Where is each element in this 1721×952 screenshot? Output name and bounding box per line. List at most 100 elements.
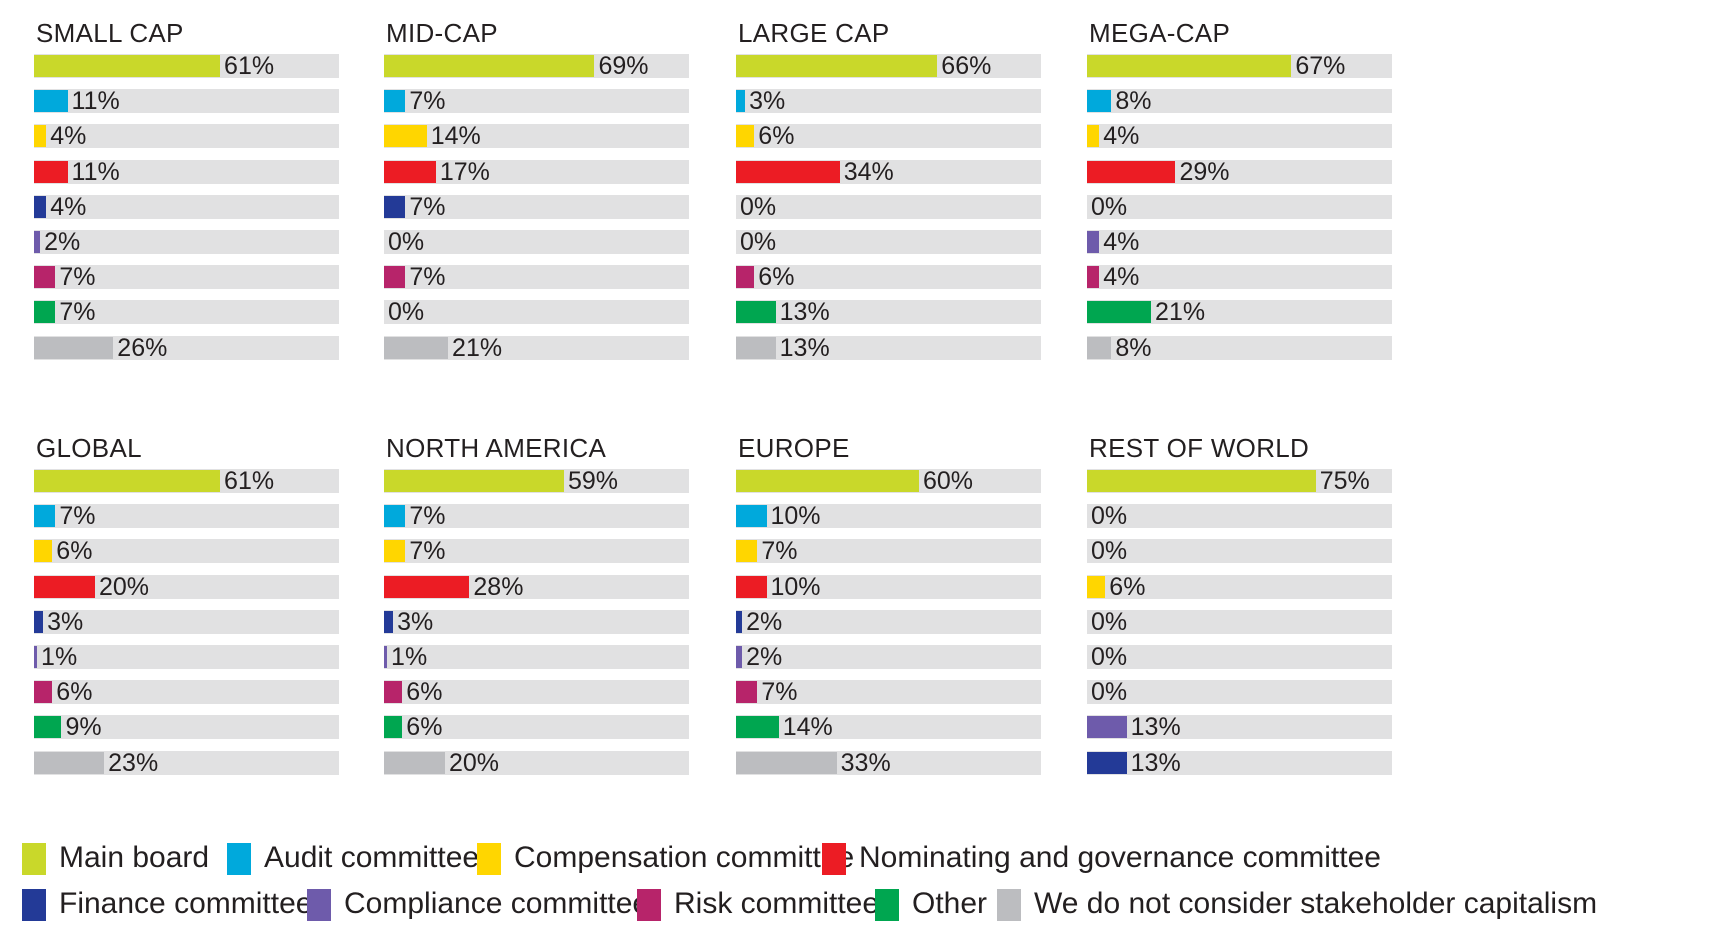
- bar-row: 7%: [34, 502, 339, 531]
- data-label: 11%: [71, 157, 120, 186]
- bar: [1087, 301, 1152, 324]
- bar-row: 4%: [1087, 122, 1392, 151]
- bar-track: [736, 504, 1041, 529]
- bar: [1087, 160, 1176, 183]
- data-label: 61%: [224, 467, 275, 495]
- data-label: 6%: [56, 678, 93, 707]
- bar: [736, 751, 837, 774]
- bar-track: [736, 300, 1041, 325]
- bar-track: [34, 124, 339, 149]
- data-label: 4%: [50, 122, 87, 151]
- data-label: 7%: [59, 502, 96, 531]
- bar: [384, 610, 394, 633]
- bar: [736, 470, 919, 492]
- bar: [34, 301, 56, 324]
- data-label: 34%: [843, 157, 894, 186]
- data-label: 21%: [1155, 298, 1206, 327]
- legend-swatch: [22, 843, 46, 875]
- bar-row: 2%: [736, 643, 1041, 671]
- bar-track: [1087, 335, 1392, 360]
- data-label: 6%: [758, 122, 795, 151]
- bar-row: 61%: [34, 52, 339, 80]
- bar-track: [1087, 680, 1392, 705]
- bar: [34, 610, 44, 633]
- bar-row: 14%: [736, 713, 1041, 741]
- bar: [34, 336, 114, 359]
- bar-track: [34, 680, 339, 705]
- bar: [1087, 751, 1127, 774]
- panel-mid-cap: MID-CAP 69% 7% 14% 17% 7% 0% 7% 0% 21%: [384, 18, 694, 371]
- bar-track: [1087, 124, 1392, 149]
- bar-track: [1087, 230, 1392, 254]
- bar: [384, 125, 427, 148]
- bar: [736, 575, 767, 598]
- bar: [736, 336, 776, 359]
- bar-track: [384, 680, 689, 705]
- bar-track: [736, 574, 1041, 599]
- bar-row: 0%: [1087, 537, 1392, 566]
- data-label: 69%: [598, 52, 649, 80]
- data-label: 7%: [59, 263, 96, 292]
- data-label: 26%: [117, 333, 168, 362]
- bar: [1087, 125, 1100, 148]
- bar: [736, 301, 776, 324]
- bar-track: [1087, 539, 1392, 564]
- bar: [736, 505, 767, 528]
- bar-row: 7%: [736, 678, 1041, 706]
- legend-label: Compensation committee: [514, 841, 855, 874]
- bar-row: 0%: [1087, 643, 1392, 671]
- data-label: 0%: [740, 192, 777, 221]
- bar: [384, 540, 406, 563]
- data-label: 20%: [99, 572, 150, 601]
- data-label: 8%: [1115, 333, 1152, 362]
- data-label: 0%: [1091, 537, 1128, 566]
- bar-track: [1087, 715, 1392, 740]
- bar-track: [34, 194, 339, 219]
- data-label: 75%: [1319, 467, 1370, 495]
- panel-rest-of-world: REST OF WORLD 75% 0% 0% 6% 0% 0% 0% 13% 13%: [1087, 433, 1397, 786]
- data-label: 7%: [409, 192, 446, 221]
- bar-row: 11%: [34, 157, 339, 186]
- bar-track: [34, 715, 339, 740]
- bar: [384, 575, 470, 598]
- bar-row: 4%: [1087, 263, 1392, 292]
- bar: [34, 575, 95, 598]
- panel-europe: EUROPE 60% 10% 7% 10% 2% 2% 7% 14% 33%: [736, 433, 1046, 786]
- legend-label: Main board: [59, 841, 210, 874]
- bar: [736, 90, 746, 113]
- bar-row: 7%: [384, 537, 689, 565]
- bar-track: [384, 230, 689, 254]
- panel-north-america: NORTH AMERICA 59% 7% 7% 28% 3% 1% 6% 6% 20%: [384, 433, 694, 786]
- bar: [384, 646, 388, 668]
- bar: [384, 716, 403, 739]
- bar: [1087, 716, 1127, 739]
- bar-row: 7%: [736, 537, 1041, 565]
- bar: [384, 55, 595, 77]
- bar-row: 13%: [736, 298, 1041, 326]
- bar-row: 7%: [384, 263, 689, 291]
- bar-row: 34%: [736, 157, 1041, 186]
- bar-row: 20%: [34, 572, 339, 601]
- legend-label: Risk committee: [674, 887, 880, 920]
- legend-swatch: [822, 843, 846, 875]
- bar-row: 1%: [384, 643, 689, 671]
- bar-row: 75%: [1087, 467, 1392, 495]
- bar: [34, 195, 47, 218]
- bar: [34, 646, 38, 668]
- bar: [1087, 470, 1316, 492]
- data-label: 4%: [1103, 263, 1140, 292]
- bar-track: [1087, 609, 1392, 634]
- bar-row: 23%: [34, 749, 339, 777]
- bar-row: 28%: [384, 573, 689, 601]
- data-label: 4%: [1103, 122, 1140, 151]
- data-label: 0%: [388, 228, 425, 256]
- legend-label: Other: [912, 887, 988, 920]
- data-label: 20%: [449, 748, 500, 777]
- bar-track: [1087, 645, 1392, 669]
- bar-row: 14%: [384, 122, 689, 150]
- bar-row: 33%: [736, 749, 1041, 777]
- bar: [736, 160, 840, 183]
- bar: [34, 125, 47, 148]
- panel-large-cap: LARGE CAP 66% 3% 6% 34% 0% 0% 6% 13% 13%: [736, 18, 1046, 371]
- legend-swatch: [227, 843, 251, 875]
